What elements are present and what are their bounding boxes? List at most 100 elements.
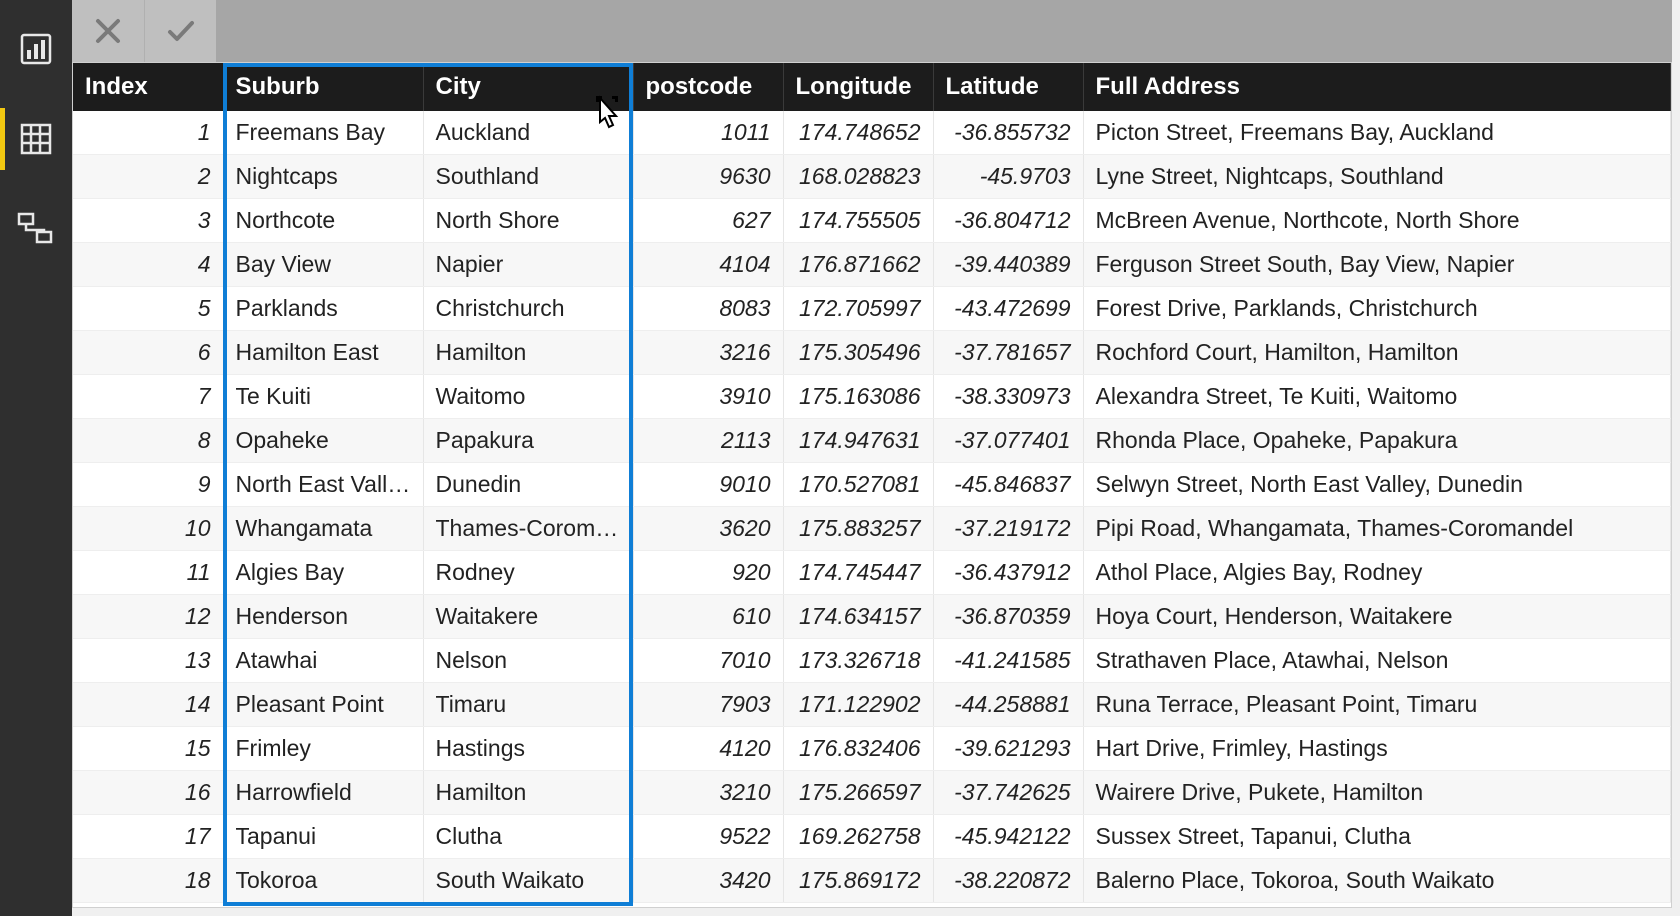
cell-index[interactable]: 9 (73, 463, 223, 507)
cell-latitude[interactable]: -45.846837 (933, 463, 1083, 507)
cell-longitude[interactable]: 176.832406 (783, 727, 933, 771)
cell-city[interactable]: Hamilton (423, 331, 633, 375)
column-header-index[interactable]: Index (73, 63, 223, 111)
cell-postcode[interactable]: 9630 (633, 155, 783, 199)
cell-index[interactable]: 13 (73, 639, 223, 683)
cell-index[interactable]: 10 (73, 507, 223, 551)
cell-latitude[interactable]: -36.437912 (933, 551, 1083, 595)
table-row[interactable]: 14Pleasant PointTimaru7903171.122902-44.… (73, 683, 1671, 727)
cell-longitude[interactable]: 171.122902 (783, 683, 933, 727)
cell-suburb[interactable]: Freemans Bay (223, 111, 423, 155)
cell-full-address[interactable]: Hart Drive, Frimley, Hastings (1083, 727, 1671, 771)
cell-latitude[interactable]: -37.077401 (933, 419, 1083, 463)
nav-data-view[interactable] (0, 108, 72, 170)
cell-full-address[interactable]: Forest Drive, Parklands, Christchurch (1083, 287, 1671, 331)
cell-postcode[interactable]: 3420 (633, 859, 783, 903)
cell-full-address[interactable]: Sussex Street, Tapanui, Clutha (1083, 815, 1671, 859)
cell-full-address[interactable]: Rhonda Place, Opaheke, Papakura (1083, 419, 1671, 463)
cell-index[interactable]: 1 (73, 111, 223, 155)
table-row[interactable]: 1Freemans BayAuckland1011174.748652-36.8… (73, 111, 1671, 155)
cell-suburb[interactable]: Parklands (223, 287, 423, 331)
cell-city[interactable]: Clutha (423, 815, 633, 859)
table-row[interactable]: 16HarrowfieldHamilton3210175.266597-37.7… (73, 771, 1671, 815)
cell-longitude[interactable]: 170.527081 (783, 463, 933, 507)
table-row[interactable]: 7Te KuitiWaitomo3910175.163086-38.330973… (73, 375, 1671, 419)
cell-postcode[interactable]: 1011 (633, 111, 783, 155)
cell-postcode[interactable]: 920 (633, 551, 783, 595)
column-header-city[interactable]: City (423, 63, 633, 111)
cell-longitude[interactable]: 173.326718 (783, 639, 933, 683)
cell-index[interactable]: 11 (73, 551, 223, 595)
cell-latitude[interactable]: -36.855732 (933, 111, 1083, 155)
cell-latitude[interactable]: -39.621293 (933, 727, 1083, 771)
cell-suburb[interactable]: Opaheke (223, 419, 423, 463)
column-header-suburb[interactable]: Suburb (223, 63, 423, 111)
cell-postcode[interactable]: 3216 (633, 331, 783, 375)
table-row[interactable]: 6Hamilton EastHamilton3216175.305496-37.… (73, 331, 1671, 375)
formula-input[interactable] (216, 0, 1672, 62)
cell-postcode[interactable]: 627 (633, 199, 783, 243)
cell-longitude[interactable]: 175.163086 (783, 375, 933, 419)
cell-city[interactable]: Thames-Coromandel (423, 507, 633, 551)
table-row[interactable]: 10WhangamataThames-Coromandel3620175.883… (73, 507, 1671, 551)
column-header-longitude[interactable]: Longitude (783, 63, 933, 111)
cell-suburb[interactable]: Tapanui (223, 815, 423, 859)
cell-postcode[interactable]: 9010 (633, 463, 783, 507)
cell-full-address[interactable]: Picton Street, Freemans Bay, Auckland (1083, 111, 1671, 155)
table-row[interactable]: 2NightcapsSouthland9630168.028823-45.970… (73, 155, 1671, 199)
cell-longitude[interactable]: 174.748652 (783, 111, 933, 155)
cell-city[interactable]: Waitakere (423, 595, 633, 639)
cell-full-address[interactable]: Alexandra Street, Te Kuiti, Waitomo (1083, 375, 1671, 419)
cell-city[interactable]: Napier (423, 243, 633, 287)
cell-full-address[interactable]: Pipi Road, Whangamata, Thames-Coromandel (1083, 507, 1671, 551)
cell-full-address[interactable]: Wairere Drive, Pukete, Hamilton (1083, 771, 1671, 815)
cell-city[interactable]: Rodney (423, 551, 633, 595)
cell-full-address[interactable]: Lyne Street, Nightcaps, Southland (1083, 155, 1671, 199)
cell-index[interactable]: 4 (73, 243, 223, 287)
cell-latitude[interactable]: -38.220872 (933, 859, 1083, 903)
cell-latitude[interactable]: -37.219172 (933, 507, 1083, 551)
data-table[interactable]: Index Suburb City postcode Longitude Lat… (73, 63, 1671, 903)
cell-latitude[interactable]: -44.258881 (933, 683, 1083, 727)
cell-city[interactable]: Hastings (423, 727, 633, 771)
cell-postcode[interactable]: 7010 (633, 639, 783, 683)
formula-confirm-button[interactable] (144, 0, 216, 62)
cell-suburb[interactable]: Harrowfield (223, 771, 423, 815)
column-header-latitude[interactable]: Latitude (933, 63, 1083, 111)
cell-full-address[interactable]: Athol Place, Algies Bay, Rodney (1083, 551, 1671, 595)
cell-longitude[interactable]: 174.755505 (783, 199, 933, 243)
cell-city[interactable]: Christchurch (423, 287, 633, 331)
cell-index[interactable]: 14 (73, 683, 223, 727)
cell-full-address[interactable]: McBreen Avenue, Northcote, North Shore (1083, 199, 1671, 243)
cell-longitude[interactable]: 176.871662 (783, 243, 933, 287)
cell-longitude[interactable]: 175.869172 (783, 859, 933, 903)
cell-latitude[interactable]: -36.804712 (933, 199, 1083, 243)
cell-latitude[interactable]: -45.942122 (933, 815, 1083, 859)
nav-model-view[interactable] (0, 198, 72, 260)
nav-report-view[interactable] (0, 18, 72, 80)
cell-city[interactable]: South Waikato (423, 859, 633, 903)
cell-city[interactable]: Dunedin (423, 463, 633, 507)
cell-full-address[interactable]: Ferguson Street South, Bay View, Napier (1083, 243, 1671, 287)
cell-latitude[interactable]: -36.870359 (933, 595, 1083, 639)
cell-longitude[interactable]: 175.266597 (783, 771, 933, 815)
table-row[interactable]: 11Algies BayRodney920174.745447-36.43791… (73, 551, 1671, 595)
cell-postcode[interactable]: 4104 (633, 243, 783, 287)
cell-postcode[interactable]: 3910 (633, 375, 783, 419)
cell-suburb[interactable]: Henderson (223, 595, 423, 639)
cell-suburb[interactable]: Northcote (223, 199, 423, 243)
cell-index[interactable]: 8 (73, 419, 223, 463)
cell-city[interactable]: Papakura (423, 419, 633, 463)
cell-full-address[interactable]: Hoya Court, Henderson, Waitakere (1083, 595, 1671, 639)
cell-latitude[interactable]: -43.472699 (933, 287, 1083, 331)
cell-longitude[interactable]: 175.305496 (783, 331, 933, 375)
cell-index[interactable]: 16 (73, 771, 223, 815)
table-row[interactable]: 4Bay ViewNapier4104176.871662-39.440389F… (73, 243, 1671, 287)
cell-city[interactable]: North Shore (423, 199, 633, 243)
cell-city[interactable]: Waitomo (423, 375, 633, 419)
cell-suburb[interactable]: Hamilton East (223, 331, 423, 375)
table-row[interactable]: 5ParklandsChristchurch8083172.705997-43.… (73, 287, 1671, 331)
column-header-postcode[interactable]: postcode (633, 63, 783, 111)
formula-cancel-button[interactable] (72, 0, 144, 62)
cell-index[interactable]: 15 (73, 727, 223, 771)
